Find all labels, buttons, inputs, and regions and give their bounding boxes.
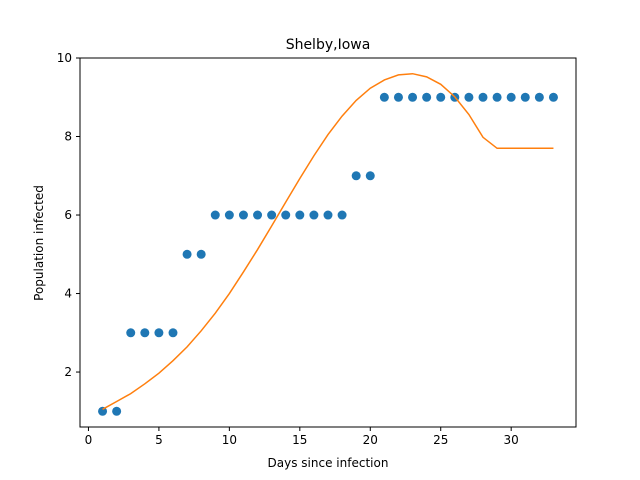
data-point: [436, 92, 446, 102]
data-point: [112, 406, 122, 416]
data-point: [196, 249, 206, 259]
y-tick-label: 10: [57, 51, 72, 65]
plot-area: [98, 72, 558, 416]
data-point: [253, 210, 263, 220]
data-point: [281, 210, 291, 220]
data-point: [506, 92, 516, 102]
x-axis-label: Days since infection: [268, 456, 389, 470]
x-tick-label: 25: [433, 433, 448, 447]
data-point: [379, 92, 389, 102]
x-tick-label: 10: [222, 433, 237, 447]
data-point: [182, 249, 192, 259]
data-point: [238, 210, 248, 220]
data-point: [98, 406, 108, 416]
data-point: [210, 210, 220, 220]
data-point: [126, 328, 136, 338]
y-tick-label: 2: [64, 365, 72, 379]
axes: 0 5 10 15 20 25 30 2 4 6 8 10: [57, 51, 577, 447]
y-tick-label: 8: [64, 130, 72, 144]
y-tick-label: 4: [64, 287, 72, 301]
y-axis-label: Population infected: [32, 185, 46, 301]
data-point: [140, 328, 150, 338]
data-point: [337, 210, 347, 220]
data-point: [408, 92, 418, 102]
x-tick-label: 5: [155, 433, 163, 447]
data-point: [365, 171, 375, 181]
data-point: [492, 92, 502, 102]
data-point: [548, 92, 558, 102]
data-point: [351, 171, 361, 181]
data-point: [520, 92, 530, 102]
data-point: [464, 92, 474, 102]
data-point: [534, 92, 544, 102]
x-tick-label: 20: [363, 433, 378, 447]
chart-title: Shelby,Iowa: [286, 37, 371, 53]
data-point: [168, 328, 178, 338]
x-tick-label: 30: [504, 433, 519, 447]
y-tick-label: 6: [64, 208, 72, 222]
data-point: [422, 92, 432, 102]
data-point: [309, 210, 319, 220]
data-point: [323, 210, 333, 220]
x-tick-label: 0: [85, 433, 93, 447]
data-point: [478, 92, 488, 102]
x-tick-label: 15: [292, 433, 307, 447]
data-point: [393, 92, 403, 102]
data-point: [295, 210, 305, 220]
data-point: [154, 328, 164, 338]
axes-frame: [79, 57, 577, 428]
fit-line: [102, 72, 554, 410]
data-point: [224, 210, 234, 220]
data-point: [267, 210, 277, 220]
